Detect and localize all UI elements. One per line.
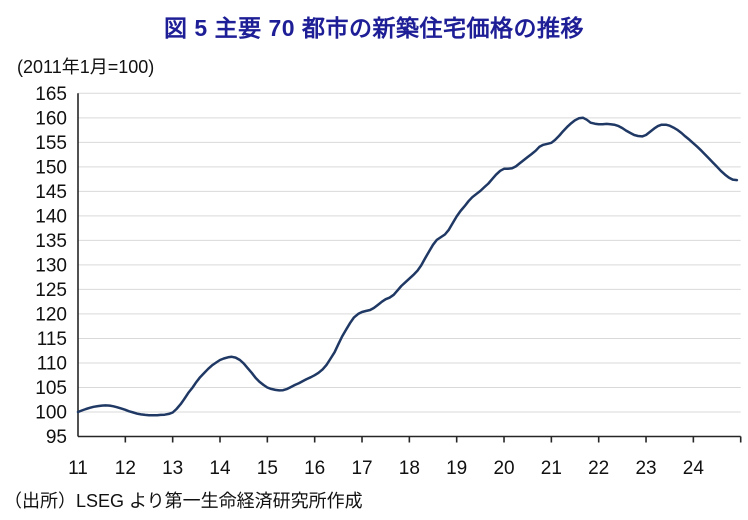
index-base-note: (2011年1月=100) (17, 57, 155, 77)
x-tick-label: 17 (351, 458, 372, 479)
y-tick-label: 125 (35, 280, 67, 301)
y-tick-label: 115 (37, 329, 67, 350)
x-tick-label: 23 (635, 458, 656, 479)
y-tick-label: 140 (35, 206, 67, 227)
x-tick-label: 22 (588, 458, 609, 479)
y-tick-label: 150 (35, 157, 67, 178)
x-tick-label: 15 (257, 458, 278, 479)
x-tick-marks (124, 436, 742, 443)
y-gridlines (78, 92, 741, 413)
x-tick-label: 18 (399, 458, 420, 479)
price-line (76, 116, 739, 417)
y-tick-label: 110 (37, 353, 67, 374)
x-tick-label: 21 (541, 458, 562, 479)
x-tick-labels: 11 12 13 14 15 16 17 18 19 20 21 22 23 24 (68, 458, 704, 479)
source-note: （出所）LSEG より第一生命経済研究所作成 (4, 491, 363, 511)
y-tick-label: 120 (35, 304, 67, 325)
y-tick-label: 145 (35, 182, 67, 203)
x-tick-label: 12 (115, 458, 136, 479)
y-tick-label: 155 (35, 133, 67, 154)
x-tick-label: 19 (446, 458, 467, 479)
chart-title: 図 5 主要 70 都市の新築住宅価格の推移 (164, 15, 584, 41)
x-tick-label: 11 (68, 458, 88, 479)
y-tick-label: 135 (35, 231, 67, 252)
x-tick-label: 14 (209, 458, 231, 479)
y-tick-label: 165 (35, 84, 67, 105)
y-tick-label: 105 (35, 378, 67, 399)
x-tick-label: 20 (493, 458, 514, 479)
y-tick-label: 95 (46, 427, 67, 448)
x-tick-label: 24 (683, 458, 705, 479)
price-line-series (76, 116, 739, 417)
y-tick-label: 100 (35, 402, 67, 423)
y-tick-label: 160 (35, 108, 67, 129)
x-tick-label: 13 (162, 458, 183, 479)
y-tick-labels: 95 100 105 110 115 120 125 130 135 140 145 150 155 16… (35, 84, 67, 448)
x-tick-label: 16 (304, 458, 325, 479)
y-tick-label: 130 (35, 255, 67, 276)
